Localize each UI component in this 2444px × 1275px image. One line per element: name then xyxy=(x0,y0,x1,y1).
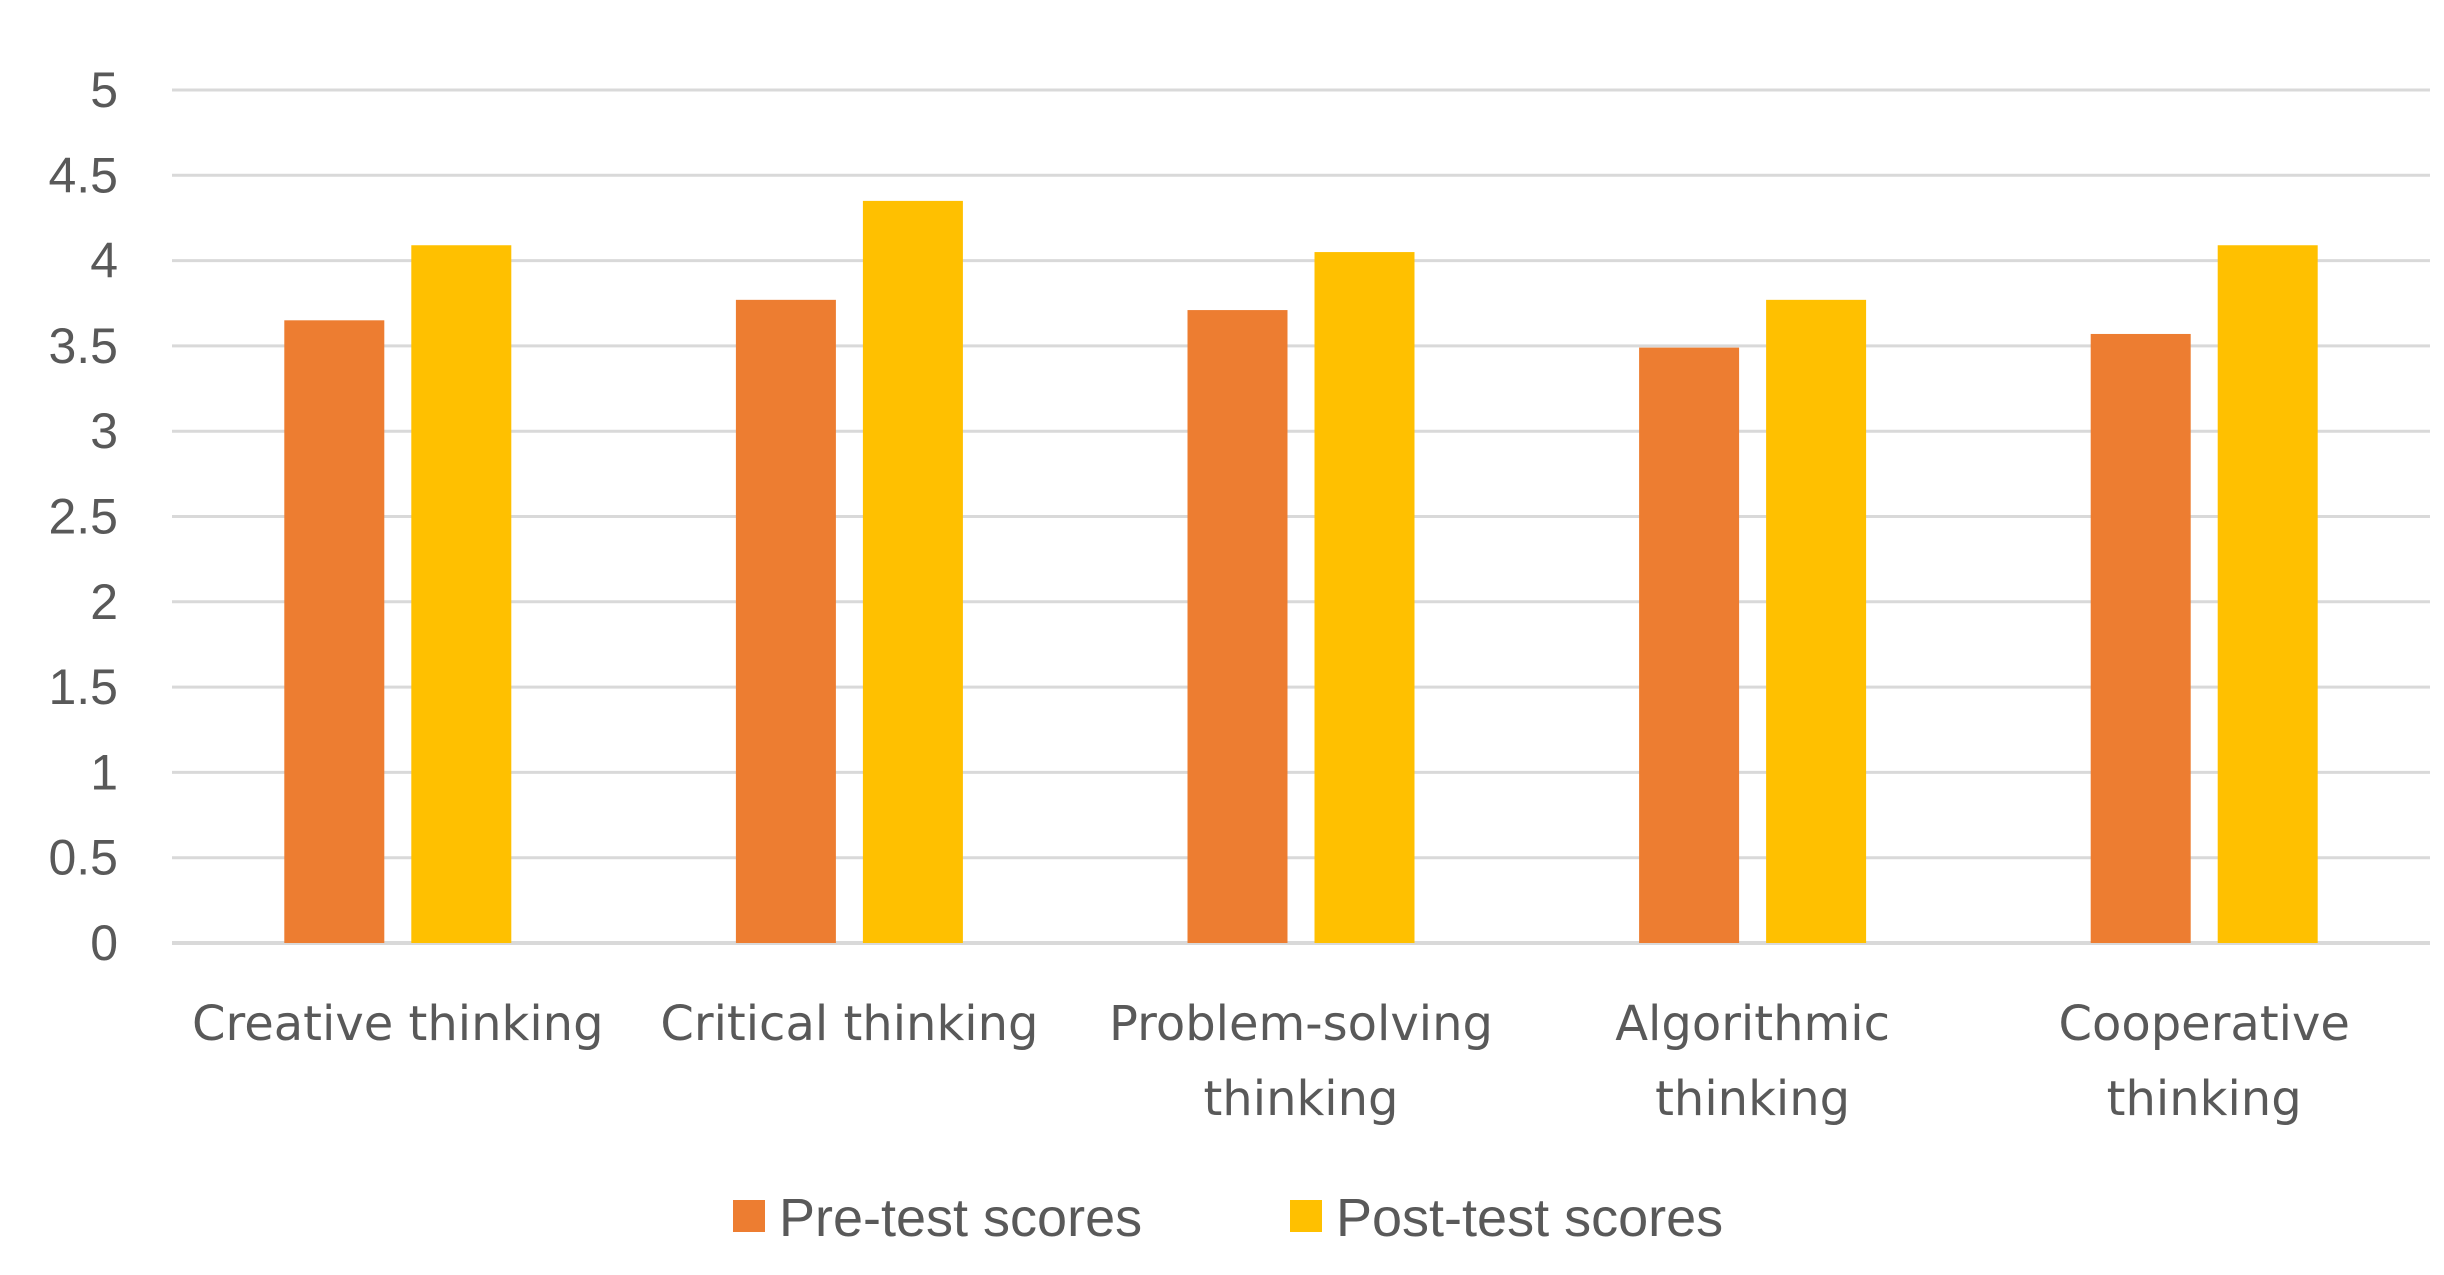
x-axis-category-labels: Creative thinking Critical thinking Proble… xyxy=(192,996,2350,1127)
y-tick-label: 0.5 xyxy=(48,830,118,886)
post-test-bar xyxy=(1766,299,1867,943)
y-tick-label: 5 xyxy=(90,62,118,118)
pre-test-bar xyxy=(284,320,385,943)
x-category-label: thinking xyxy=(1203,1071,1398,1127)
post-test-legend-label: Post-test scores xyxy=(1336,1188,1723,1248)
x-category-label: thinking xyxy=(2107,1071,2302,1127)
bars xyxy=(284,200,2318,944)
gridlines xyxy=(172,88,2430,945)
pre-test-bar xyxy=(1187,310,1288,944)
y-tick-label: 2.5 xyxy=(48,489,118,545)
y-tick-label: 4 xyxy=(90,233,118,289)
x-category-label: Creative thinking xyxy=(192,996,604,1052)
y-tick-label: 4.5 xyxy=(48,147,118,203)
x-category-label: Cooperative xyxy=(2058,996,2350,1052)
legend: Pre-test scores Post-test scores xyxy=(733,1188,1723,1248)
y-tick-label: 2 xyxy=(90,574,118,630)
post-test-bar xyxy=(1314,252,1415,943)
post-test-bar xyxy=(411,245,512,944)
x-category-label: Problem-solving xyxy=(1109,996,1493,1052)
y-tick-label: 1 xyxy=(90,744,118,800)
pre-test-legend-swatch xyxy=(733,1200,765,1232)
pre-test-legend-label: Pre-test scores xyxy=(779,1188,1142,1248)
x-category-label: Algorithmic xyxy=(1615,996,1890,1052)
y-tick-label: 0 xyxy=(90,915,118,971)
x-category-label: Critical thinking xyxy=(660,996,1038,1052)
post-test-legend-swatch xyxy=(1290,1200,1322,1232)
post-test-bar xyxy=(2217,245,2318,944)
x-category-label: thinking xyxy=(1655,1071,1850,1127)
pre-test-bar xyxy=(735,299,836,943)
y-tick-label: 1.5 xyxy=(48,659,118,715)
post-test-bar xyxy=(862,200,963,943)
y-tick-label: 3.5 xyxy=(48,318,118,374)
y-axis-tick-labels: 0 0.5 1 1.5 2 2.5 3 3.5 4 4.5 5 xyxy=(48,62,118,971)
pre-test-bar xyxy=(1639,347,1740,944)
pre-test-bar xyxy=(2090,333,2191,943)
y-tick-label: 3 xyxy=(90,403,118,459)
